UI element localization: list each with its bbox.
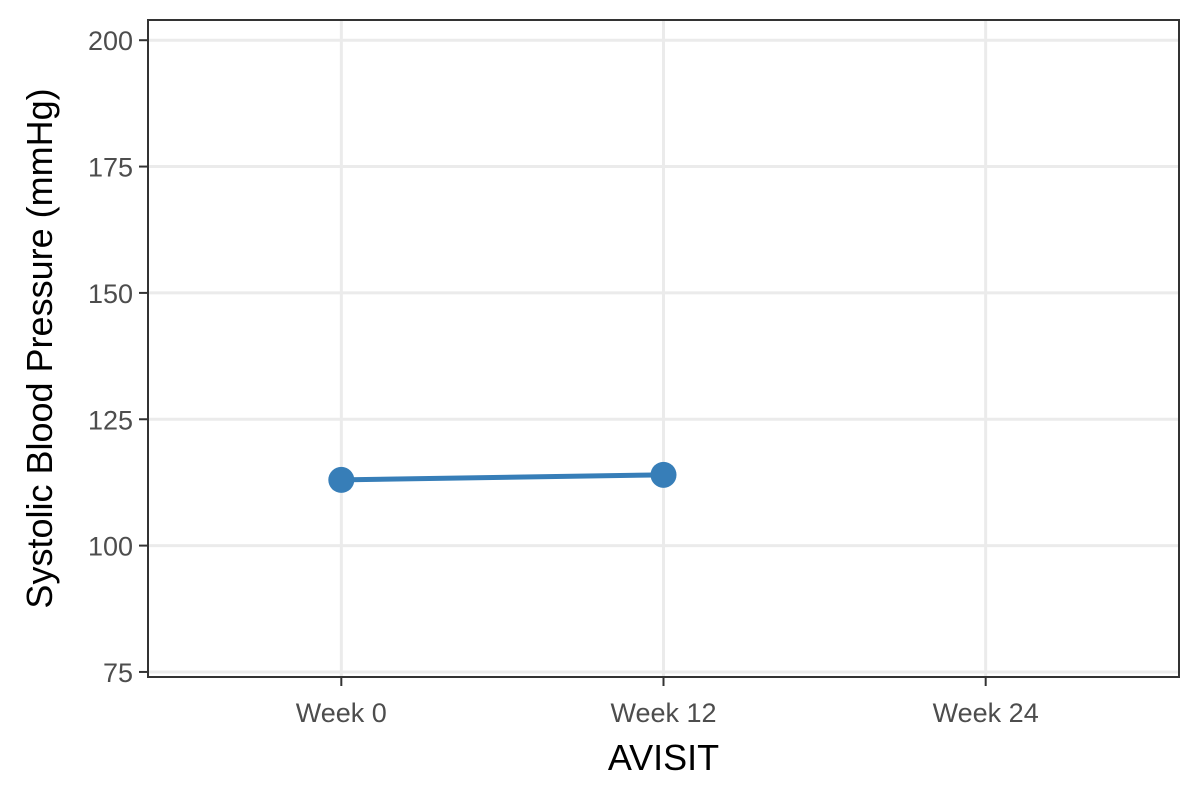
axis-ticks: 75 100 125 150 175 200 Week 0 Week 12 Week 24	[88, 26, 1039, 728]
grid-lines	[148, 20, 1179, 677]
series	[328, 461, 677, 493]
data-point	[650, 461, 677, 488]
y-tick-label: 200	[88, 26, 133, 56]
x-tick-label: Week 0	[296, 698, 387, 728]
data-point	[328, 466, 355, 493]
y-tick-label: 75	[103, 658, 133, 688]
y-tick-label: 125	[88, 405, 133, 435]
y-tick-label: 150	[88, 279, 133, 309]
x-axis-title: AVISIT	[608, 737, 719, 778]
y-tick-label: 100	[88, 532, 133, 562]
y-tick-label: 175	[88, 153, 133, 183]
series-line	[338, 472, 666, 483]
x-tick-label: Week 12	[610, 698, 716, 728]
x-tick-label: Week 24	[933, 698, 1039, 728]
y-axis-title: Systolic Blood Pressure (mmHg)	[19, 88, 60, 608]
